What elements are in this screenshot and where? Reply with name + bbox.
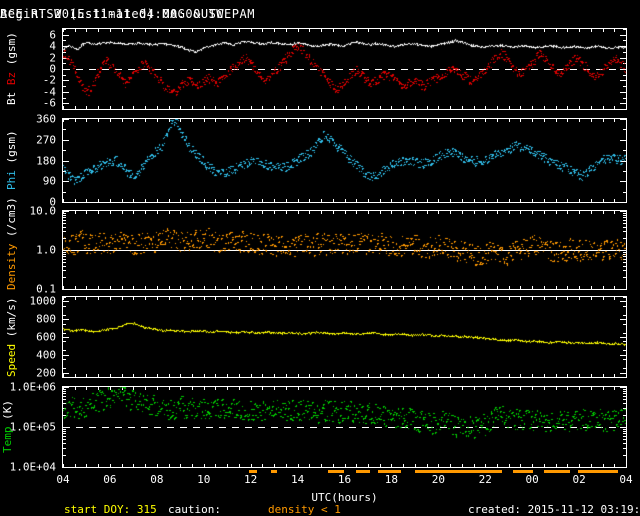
x-axis-tick-label: 04 [619, 473, 633, 486]
y-axis-tick-label: 1000 [29, 294, 57, 308]
caution-density-bar [248, 470, 258, 473]
caution-density-bar [355, 470, 370, 473]
page-title: ACE RTSW (Estimated) MAG & SWEPAM [0, 7, 255, 21]
y-axis-tick-label: 1.0 [36, 243, 56, 257]
y-axis-label-part: (gsm) [5, 130, 18, 164]
caution-density-bar [327, 470, 345, 473]
temp-panel [62, 386, 627, 468]
y-axis-label-part: Speed [5, 337, 18, 377]
y-axis-tick-label: -6 [42, 96, 56, 110]
temp-panel-y-axis-label: Temp (K) [1, 386, 14, 468]
y-axis-tick-label: 2 [49, 51, 56, 65]
start-doy-text: start DOY: 315 [64, 503, 157, 516]
x-axis-tick-label: 08 [150, 473, 164, 486]
y-axis-tick-label: 270 [36, 133, 56, 147]
phi-panel-data-canvas [63, 119, 626, 202]
y-axis-tick-label: -4 [42, 85, 56, 99]
bt-bz-panel-y-axis-label: Bt Bz (gsm) [5, 28, 18, 110]
y-axis-label-part: Temp [1, 420, 14, 454]
y-axis-tick-label: 1.0E+05 [9, 420, 56, 434]
phi-panel [62, 118, 627, 203]
x-axis-tick-label: 20 [431, 473, 445, 486]
y-axis-tick-label: -2 [42, 73, 56, 87]
caution-density-bar [414, 470, 503, 473]
speed-panel-plot-area [63, 297, 626, 377]
bt-bz-panel [62, 28, 627, 110]
x-axis-tick-label: 04 [56, 473, 70, 486]
x-axis-tick-label: 12 [244, 473, 258, 486]
y-axis-tick-label: 1.0E+04 [9, 460, 56, 474]
density-panel [62, 210, 627, 290]
speed-panel [62, 296, 627, 378]
y-axis-tick-label: 1.0E+06 [9, 380, 56, 394]
x-axis-tick-label: 00 [525, 473, 539, 486]
y-axis-tick-label: 6 [49, 28, 56, 42]
caution-density-bar [378, 470, 401, 473]
y-axis-label-part: Phi [5, 163, 18, 191]
y-axis-label-part: Bt [5, 85, 18, 106]
caution-value: density < 1 [268, 503, 341, 516]
x-axis-tick-label: 18 [384, 473, 399, 486]
temp-panel-plot-area [63, 387, 626, 467]
x-axis-label: UTC(hours) [311, 491, 378, 504]
speed-panel-data-canvas [63, 297, 626, 377]
y-axis-tick-label: 180 [36, 154, 56, 167]
bt-bz-panel-data-canvas [63, 29, 626, 109]
density-panel-plot-area [63, 211, 626, 289]
y-axis-label-part: (km/s) [5, 297, 18, 337]
caution-density-bar [513, 470, 534, 473]
y-axis-label-part: (/cm3) [5, 197, 18, 238]
bt-bz-panel-plot-area [63, 29, 626, 109]
y-axis-tick-label: 800 [36, 312, 56, 326]
x-axis-tick-label: 16 [337, 473, 352, 486]
x-axis-tick-label: 10 [197, 473, 211, 486]
caution-label: caution: [168, 503, 221, 516]
caution-density-bar [578, 470, 618, 473]
y-axis-tick-label: 0 [49, 62, 56, 76]
y-axis-tick-label: 0 [49, 195, 56, 209]
y-axis-tick-label: 360 [36, 112, 56, 126]
y-axis-tick-label: 10.0 [29, 204, 57, 218]
phi-panel-plot-area [63, 119, 626, 202]
caution-density-bar [544, 470, 570, 473]
caution-density-bar [271, 470, 278, 473]
x-axis-tick-label: 06 [103, 473, 117, 486]
phi-panel-y-axis-label: Phi (gsm) [5, 118, 18, 203]
temp-panel-data-canvas [63, 387, 626, 467]
y-axis-tick-label: 200 [36, 366, 56, 380]
speed-panel-y-axis-label: Speed (km/s) [5, 296, 18, 378]
y-axis-tick-label: 4 [49, 39, 56, 53]
density-panel-data-canvas [63, 211, 626, 289]
x-axis-tick-label: 02 [572, 473, 586, 486]
y-axis-label-part: Density [5, 237, 18, 290]
y-axis-tick-label: 400 [36, 348, 56, 362]
density-panel-y-axis-label: Density (/cm3) [5, 197, 18, 290]
y-axis-label-part: (gsm) [5, 32, 18, 66]
y-axis-tick-label: 600 [36, 330, 56, 344]
y-axis-label-part: (K) [1, 400, 14, 421]
x-axis-tick-label: 14 [290, 473, 305, 486]
y-axis-label-part: Bz [5, 65, 18, 86]
begin-timestamp: Begin: 2015-11-11 04:00:00UTC [0, 7, 225, 21]
x-axis-tick-label: 22 [478, 473, 492, 486]
y-axis-tick-label: 90 [42, 174, 56, 188]
y-axis-tick-label: 0.1 [36, 282, 56, 296]
